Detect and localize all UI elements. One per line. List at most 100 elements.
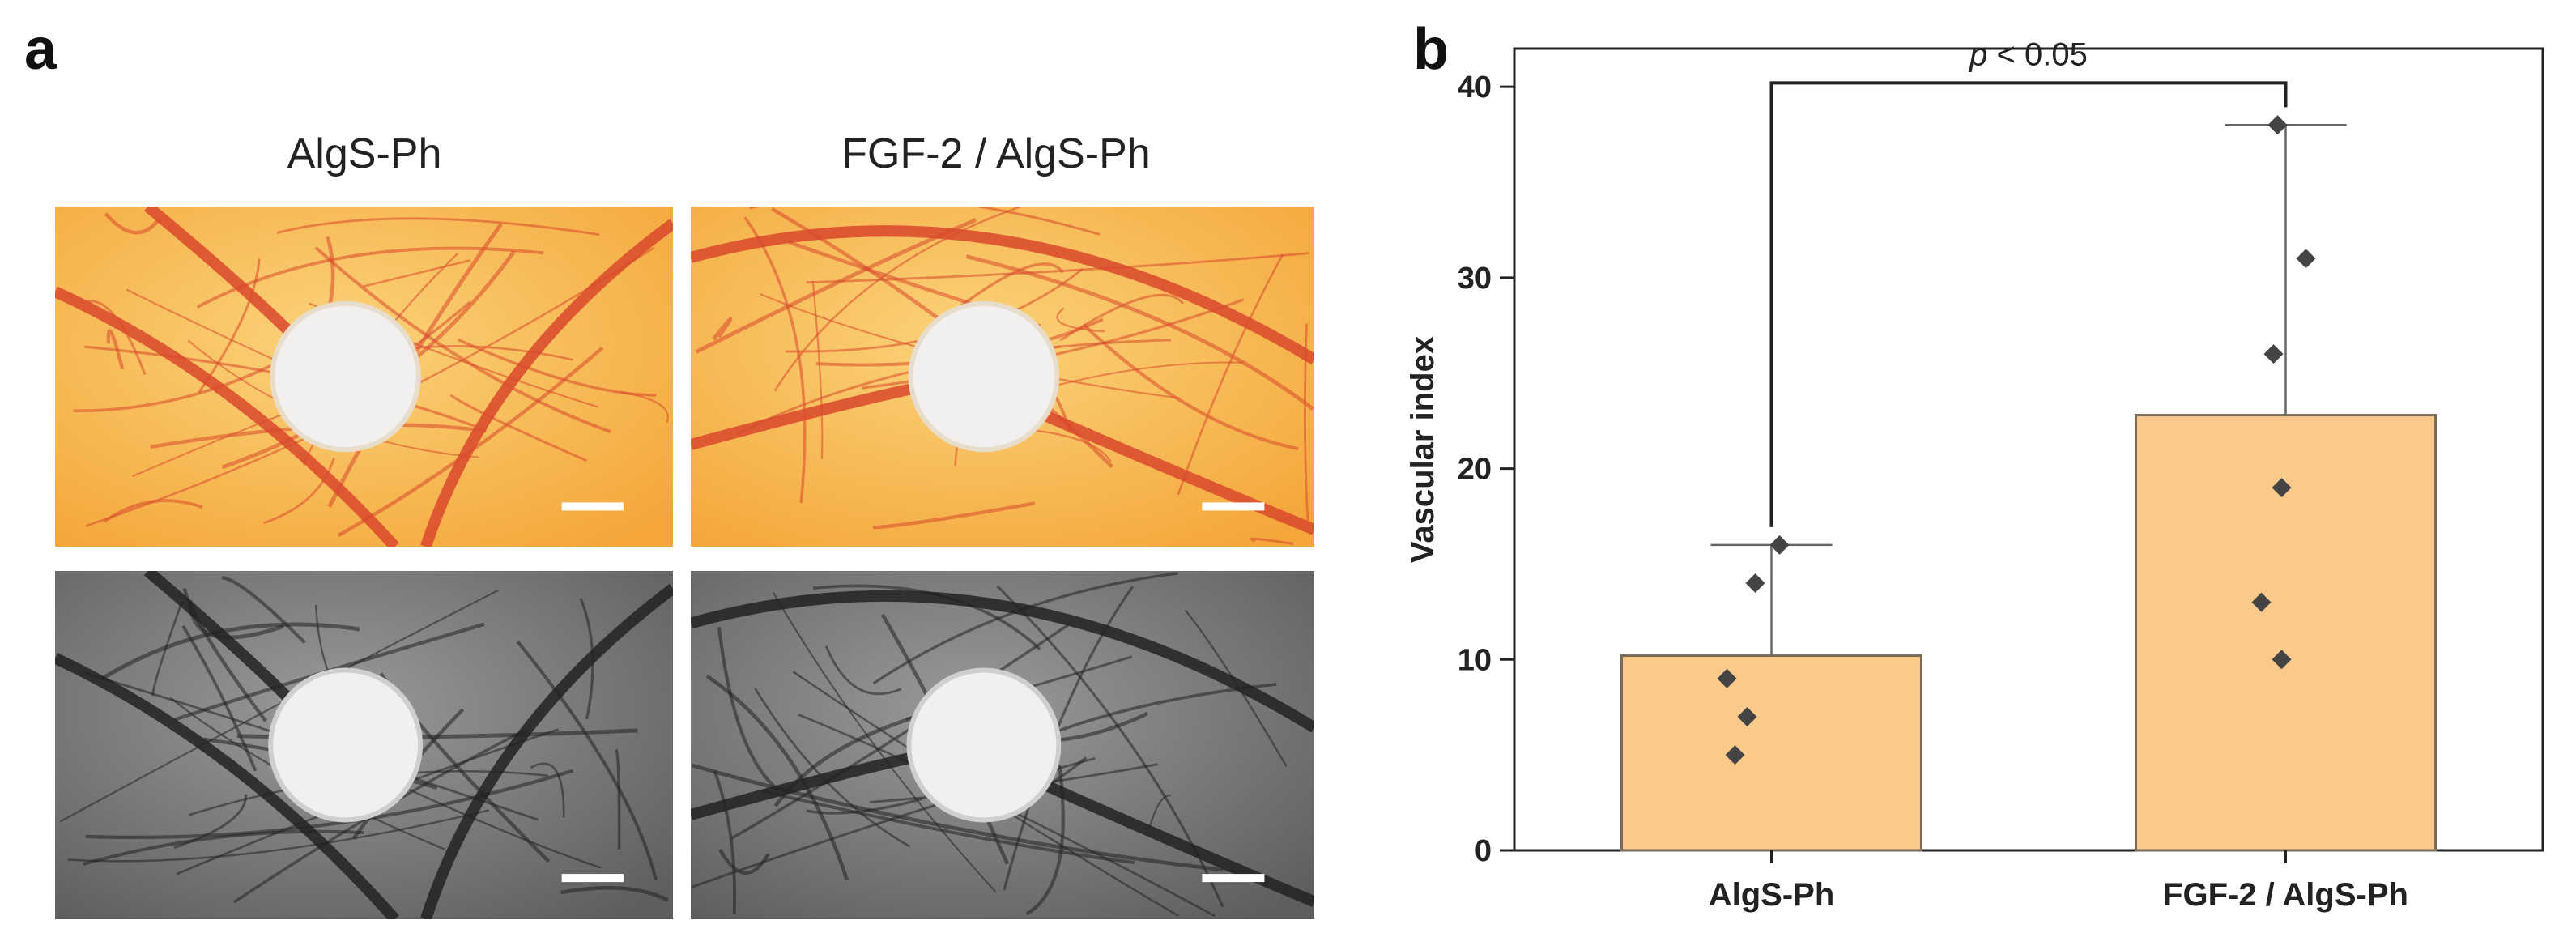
- capillary: [100, 622, 360, 680]
- panel-a-letter: a: [24, 17, 57, 82]
- blood-vessel: [420, 219, 673, 547]
- column-title-fgf2-algs-ph: FGF-2 / AlgS-Ph: [841, 130, 1151, 177]
- capillary: [1147, 795, 1171, 830]
- capillary: [87, 300, 147, 376]
- capillary: [1059, 293, 1185, 342]
- significance-bracket: [1769, 81, 2288, 527]
- capillary: [872, 501, 1036, 530]
- capillary: [182, 587, 267, 722]
- capillary: [103, 499, 203, 523]
- capillary: [691, 763, 1224, 872]
- capillary: [718, 849, 770, 875]
- data-point: [1737, 707, 1757, 726]
- capillary: [579, 598, 594, 720]
- capillary: [695, 218, 977, 354]
- blood-vessel: [55, 286, 399, 547]
- capillary: [104, 212, 161, 235]
- capillary: [1304, 323, 1309, 522]
- x-tick-label: AlgS-Ph: [1709, 877, 1835, 913]
- y-tick-label: 10: [1458, 643, 1492, 677]
- capillary: [705, 674, 849, 881]
- capillary: [198, 258, 261, 394]
- data-point: [1769, 535, 1790, 555]
- capillary: [960, 262, 1064, 308]
- capillary: [749, 207, 1101, 236]
- capillary: [806, 252, 1309, 284]
- capillary: [560, 885, 669, 902]
- data-point: [2267, 115, 2288, 135]
- y-tick-label: 40: [1458, 70, 1492, 104]
- blood-vessel: [691, 225, 1314, 365]
- y-tick-label: 20: [1458, 453, 1492, 487]
- plot-frame: [1513, 47, 2544, 852]
- capillary: [188, 600, 285, 640]
- capillary: [754, 688, 911, 848]
- capillary: [221, 576, 306, 645]
- capillary: [516, 640, 658, 880]
- data-point: [2272, 478, 2292, 498]
- capillary: [965, 254, 1314, 411]
- column-title-algs-ph: AlgS-Ph: [287, 130, 442, 177]
- capillary: [730, 623, 1071, 840]
- blood-vessel: [55, 653, 399, 919]
- y-tick-label: 30: [1458, 262, 1492, 296]
- capillary: [1082, 323, 1299, 451]
- photo-algs-ph-grayscale: [55, 571, 673, 919]
- data-point: [2296, 249, 2316, 269]
- significance-value: < 0.05: [1987, 36, 2087, 72]
- significance-p: p: [1969, 36, 1987, 72]
- photo-fgf2-algs-ph-grayscale: [691, 571, 1314, 919]
- y-axis-label: Vascular index: [1405, 336, 1441, 563]
- data-point: [2263, 344, 2284, 364]
- capillary: [85, 769, 574, 839]
- photo-fgf2-algs-ph-color: [691, 207, 1314, 547]
- capillary: [743, 216, 807, 504]
- panel-b-letter: b: [1413, 17, 1449, 82]
- capillary: [615, 748, 621, 850]
- capillary: [151, 600, 184, 696]
- capillary: [263, 457, 335, 525]
- scaffold-disk: [906, 667, 1062, 823]
- capillary: [67, 809, 490, 863]
- capillary: [1177, 253, 1284, 496]
- significance-label: p < 0.05: [1969, 36, 2088, 72]
- bar-algs-ph: [1620, 654, 1922, 852]
- x-tick-label: FGF-2 / AlgS-Ph: [2163, 877, 2408, 913]
- capillary: [106, 329, 125, 370]
- capillary: [1056, 307, 1105, 333]
- capillary: [530, 762, 565, 818]
- capillary: [83, 829, 364, 867]
- capillary: [824, 645, 902, 696]
- capillary: [1250, 537, 1294, 546]
- capillary: [812, 584, 1041, 650]
- scaffold-disk: [268, 667, 424, 823]
- capillary: [773, 207, 1021, 392]
- data-point: [1725, 745, 1745, 765]
- data-point: [1745, 573, 1765, 593]
- blood-vessel: [420, 583, 673, 919]
- capillary: [181, 624, 258, 772]
- data-point: [2272, 650, 2292, 670]
- scale-bar: [561, 874, 624, 883]
- blood-vessel: [1031, 774, 1314, 907]
- capillary: [314, 246, 611, 433]
- capillary: [1184, 609, 1288, 767]
- data-point: [2251, 592, 2272, 612]
- scale-bar: [1202, 874, 1265, 883]
- capillary: [173, 794, 248, 849]
- y-tick-label: 0: [1475, 834, 1492, 868]
- scale-bar: [561, 502, 624, 511]
- capillary: [717, 627, 780, 792]
- data-point: [1717, 668, 1737, 688]
- capillary: [772, 591, 997, 893]
- capillary: [449, 394, 588, 462]
- scaffold-disk: [908, 300, 1060, 453]
- capillary: [363, 259, 471, 288]
- capillary: [712, 317, 733, 341]
- capillary: [761, 789, 1135, 865]
- scaffold-disk: [270, 300, 421, 453]
- capillary: [811, 280, 824, 459]
- bar-fgf2-algs-ph: [2135, 414, 2437, 852]
- capillary: [1025, 765, 1065, 916]
- capillary: [457, 338, 657, 397]
